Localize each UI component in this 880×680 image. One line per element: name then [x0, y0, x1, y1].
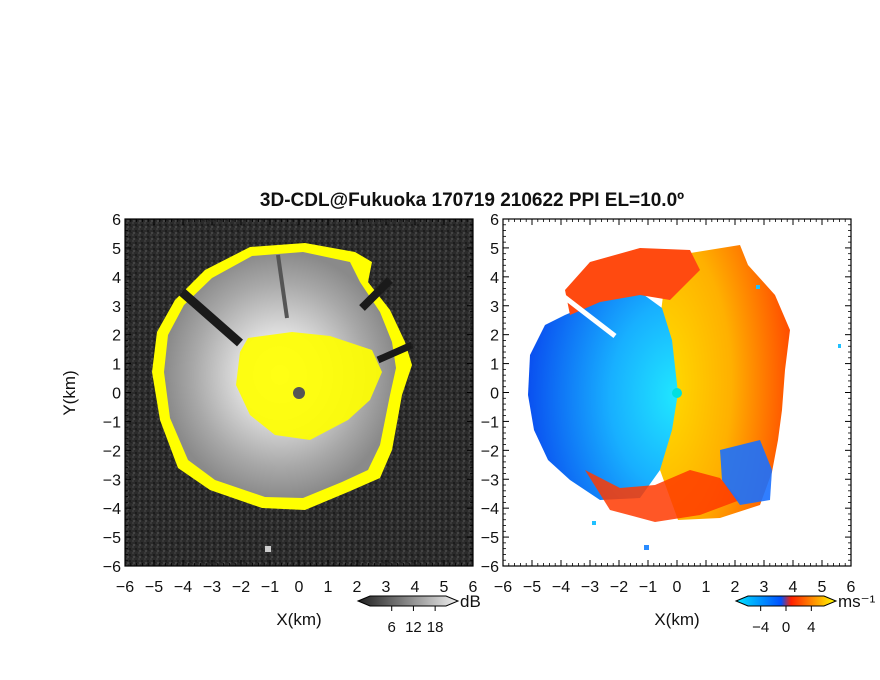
left-xtick-label: −5 — [145, 579, 163, 596]
right-xtick-label: −2 — [610, 579, 628, 596]
right-ytick-label: −3 — [481, 472, 499, 489]
right-xlabel: X(km) — [654, 610, 699, 629]
right-xtick-label: −3 — [581, 579, 599, 596]
left-colorbar-ticks: 6 12 18 — [388, 606, 444, 636]
right-ytick-label: −6 — [481, 559, 499, 576]
right-shadow-streak — [561, 294, 617, 338]
right-xtick-label: 4 — [789, 579, 798, 596]
left-ytick-label: −4 — [103, 501, 121, 518]
left-xtick-label: −3 — [203, 579, 221, 596]
left-xtick-label: −2 — [232, 579, 250, 596]
left-ytick-label: 2 — [112, 328, 121, 345]
left-shadow-streak-1 — [179, 288, 243, 347]
right-xtick-label: −5 — [523, 579, 541, 596]
left-xtick-label: 5 — [440, 579, 449, 596]
left-xtick-label: 1 — [324, 579, 333, 596]
right-ytick-label: −2 — [481, 443, 499, 460]
left-ytick-label: −6 — [103, 559, 121, 576]
right-speck-1 — [644, 545, 649, 550]
right-xtick-label: 2 — [731, 579, 740, 596]
right-speck-3 — [838, 344, 841, 348]
left-ytick-label: 5 — [112, 241, 121, 258]
right-ytick-label: 2 — [490, 328, 499, 345]
left-xtick-label: −1 — [261, 579, 279, 596]
colorbar-tick-label: 6 — [388, 619, 396, 636]
colorbar-tick-label: 0 — [782, 619, 790, 636]
right-sw-blue-patch — [720, 440, 772, 505]
right-ytick-label: −5 — [481, 530, 499, 547]
left-colorbar: 6 12 18 dB — [356, 592, 481, 636]
left-ytick-label: 1 — [112, 357, 121, 374]
left-ytick-label: −1 — [103, 414, 121, 431]
left-ytick-label: −3 — [103, 472, 121, 489]
left-shadow-streak-4 — [276, 254, 289, 319]
left-ytick-label: 3 — [112, 299, 121, 316]
axes: −6−6−5−5−4−4−3−3−2−2−1−100112233445566−6… — [103, 212, 856, 596]
left-plot-area — [125, 219, 473, 566]
left-xtick-label: −6 — [116, 579, 134, 596]
right-ytick-label: −4 — [481, 501, 499, 518]
colorbar-tick-label: 4 — [807, 619, 815, 636]
right-ytick-label: 4 — [490, 270, 499, 287]
left-xtick-label: −4 — [174, 579, 192, 596]
right-xtick-label: 3 — [760, 579, 769, 596]
right-colorbar-unit: ms⁻¹ — [838, 592, 876, 611]
left-ytick-label: 4 — [112, 270, 121, 287]
left-xtick-label: 4 — [411, 579, 420, 596]
right-ytick-label: −1 — [481, 414, 499, 431]
left-ytick-label: 0 — [112, 386, 121, 403]
right-plot-area — [503, 219, 851, 566]
left-ytick-label: 6 — [112, 212, 121, 229]
left-colorbar-unit: dB — [460, 592, 481, 611]
left-noise-speck — [265, 546, 271, 552]
right-north-rim — [565, 248, 700, 315]
chart-title: 3D-CDL@Fukuoka 170719 210622 PPI EL=10.0… — [260, 190, 684, 211]
right-south-rim — [585, 470, 740, 522]
left-xlabel: X(km) — [276, 610, 321, 629]
right-ytick-label: 0 — [490, 386, 499, 403]
left-ytick-label: −5 — [103, 530, 121, 547]
left-ylabel: Y(km) — [60, 370, 79, 415]
right-xtick-label: 6 — [847, 579, 856, 596]
left-shadow-streak-2 — [359, 277, 393, 311]
right-ytick-label: 1 — [490, 357, 499, 374]
colorbar-tick-label: 12 — [405, 619, 422, 636]
right-ytick-label: 5 — [490, 241, 499, 258]
colorbar-tick-label: 18 — [427, 619, 444, 636]
right-xtick-label: 0 — [673, 579, 682, 596]
right-colorbar-bar — [734, 595, 838, 607]
left-colorbar-bar — [356, 595, 460, 607]
right-west-half — [528, 292, 678, 500]
right-speck-4 — [756, 285, 760, 289]
left-xtick-label: 3 — [382, 579, 391, 596]
left-xtick-label: 2 — [353, 579, 362, 596]
right-xtick-label: −1 — [639, 579, 657, 596]
right-center-marker — [672, 388, 682, 398]
right-xtick-label: −4 — [552, 579, 570, 596]
right-ytick-label: 6 — [490, 212, 499, 229]
right-speck-2 — [592, 521, 596, 525]
right-colorbar: −4 0 4 ms⁻¹ — [734, 592, 876, 636]
right-xtick-label: 5 — [818, 579, 827, 596]
left-center-marker — [293, 387, 305, 399]
right-xtick-label: 1 — [702, 579, 711, 596]
colorbar-tick-label: −4 — [752, 619, 769, 636]
left-shadow-streak-3 — [376, 341, 414, 364]
left-xtick-label: 0 — [295, 579, 304, 596]
left-xtick-label: 6 — [469, 579, 478, 596]
right-xtick-label: −6 — [494, 579, 512, 596]
right-colorbar-ticks: −4 0 4 — [752, 606, 816, 636]
left-ytick-label: −2 — [103, 443, 121, 460]
left-core-echo — [236, 332, 382, 440]
right-ytick-label: 3 — [490, 299, 499, 316]
